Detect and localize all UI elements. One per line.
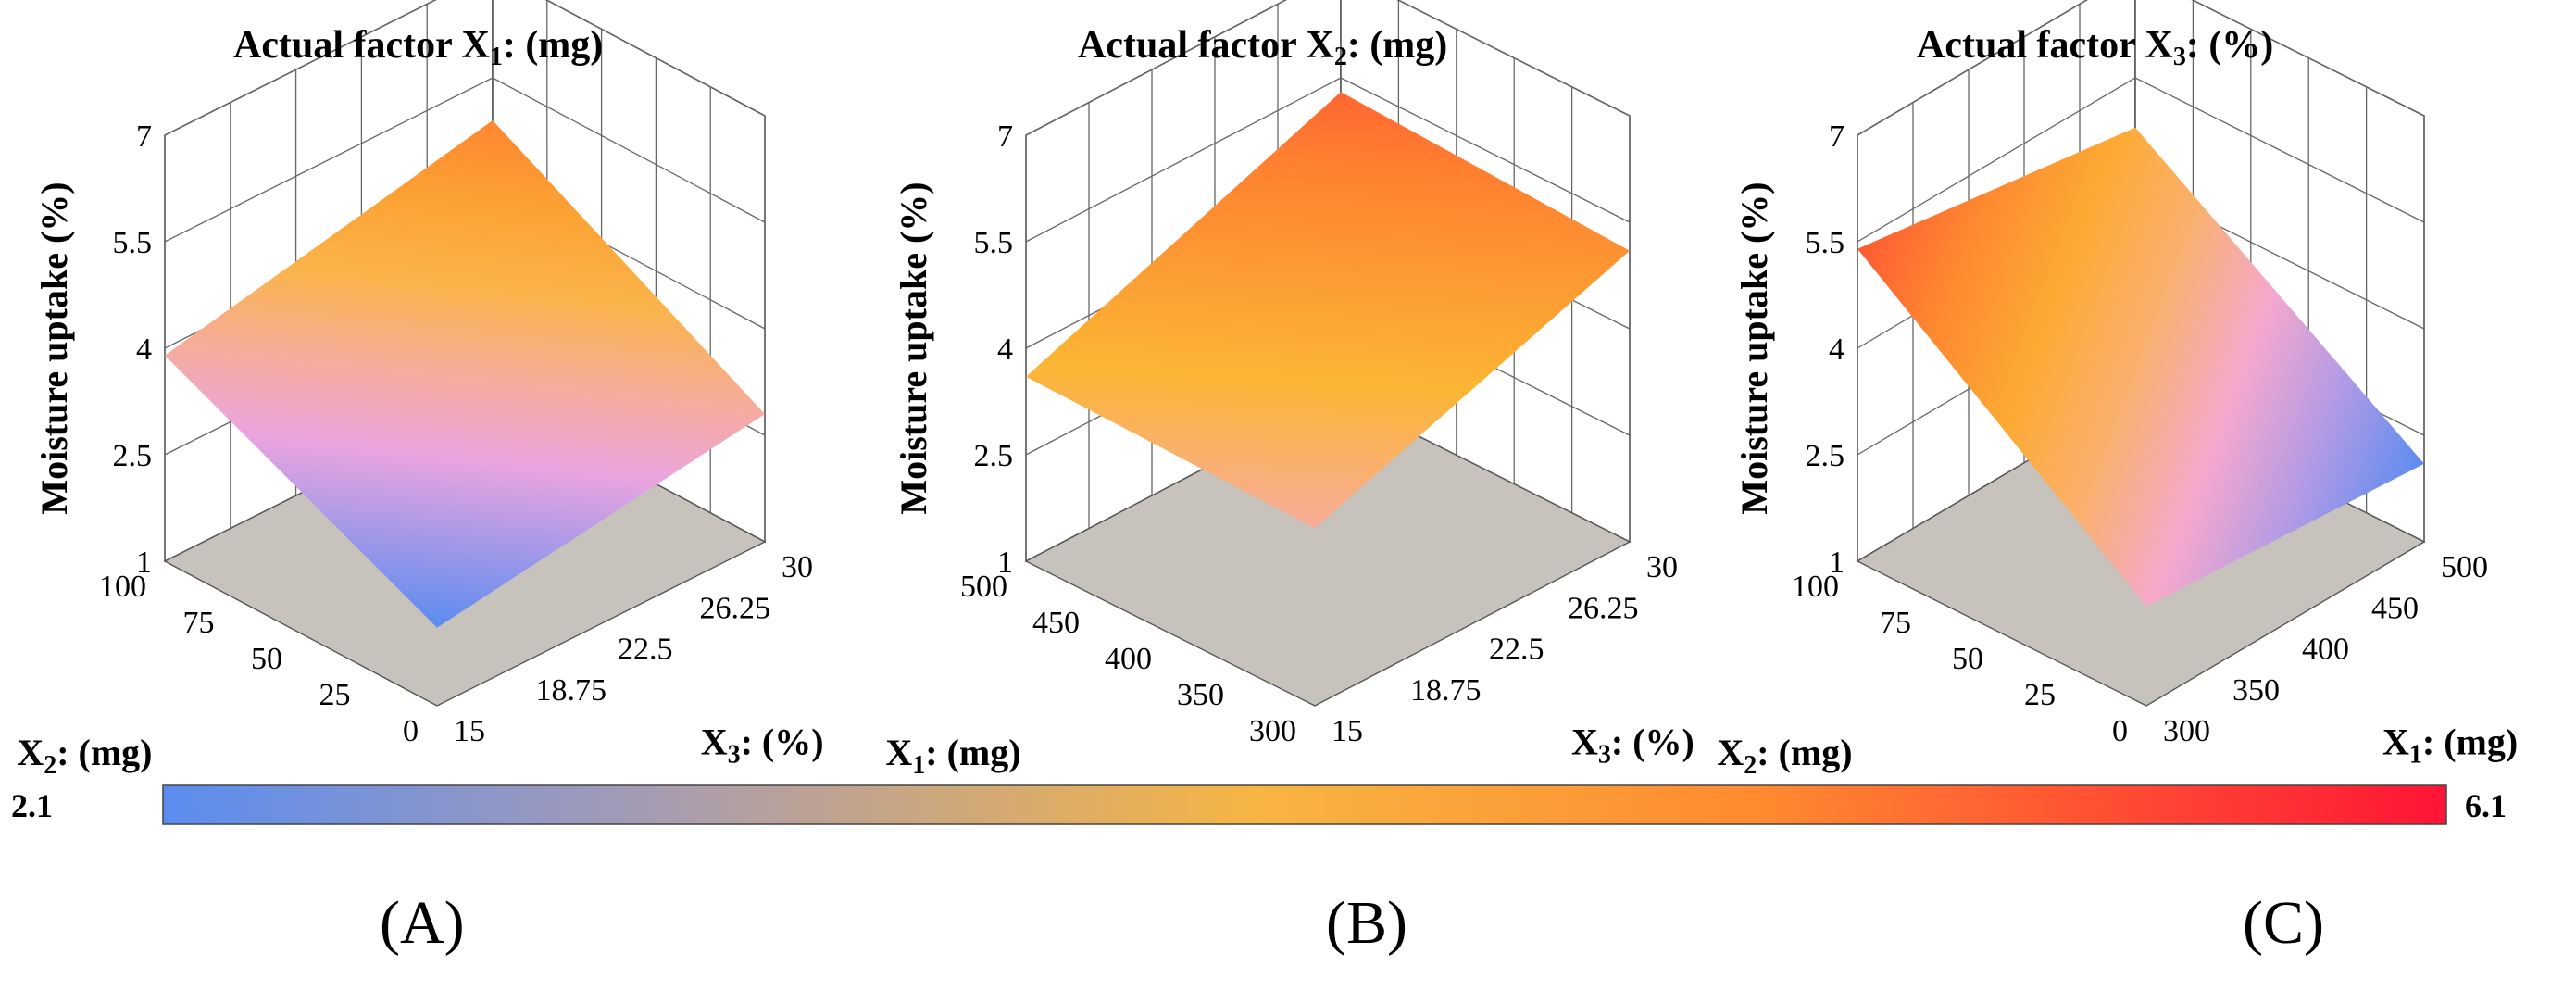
z-axis-label: Moisture uptake (%)	[1733, 182, 1775, 514]
z-tick-label: 2.5	[1806, 439, 1845, 473]
z-tick-label: 5.5	[974, 226, 1014, 260]
right-axis-tick-label: 26.25	[1568, 591, 1639, 625]
z-tick-label: 4	[136, 332, 152, 367]
z-gridline	[1025, 0, 1631, 136]
z-tick-label: 5.5	[113, 226, 153, 260]
left-axis-tick-label: 50	[251, 642, 282, 676]
z-tick-label: 2.5	[974, 439, 1014, 473]
left-axis-tick-label: 75	[183, 606, 215, 640]
panel-label: (A)	[380, 889, 465, 957]
panel-label: (C)	[2243, 889, 2324, 957]
left-axis-tick-label: 350	[1177, 678, 1224, 712]
left-axis-tick-label: 25	[2024, 678, 2056, 712]
right-axis-tick-label: 300	[2163, 714, 2210, 748]
z-gridline	[1857, 0, 2425, 136]
z-tick-label: 7	[997, 119, 1013, 154]
colorbar-gradient	[162, 784, 2447, 825]
right-axis-tick-label: 15	[454, 714, 485, 748]
left-axis-tick-label: 300	[1249, 714, 1296, 748]
right-axis-tick-label: 400	[2302, 633, 2349, 667]
right-axis-label: X3: (%)	[1571, 721, 1694, 770]
response-surface	[1857, 127, 2424, 607]
title-suffix: : (mg)	[1347, 24, 1447, 67]
right-axis-tick-label: 15	[1332, 714, 1363, 748]
right-axis-tick-label: 18.75	[536, 673, 607, 708]
right-axis-tick-label: 500	[2441, 550, 2488, 584]
panel-title: Actual factor X1: (mg)	[233, 24, 603, 71]
z-axis-label: Moisture uptake (%)	[893, 182, 934, 514]
right-axis-label: X1: (mg)	[2382, 721, 2518, 770]
left-axis-label: X2: (mg)	[1717, 732, 1852, 780]
z-gridline	[164, 0, 766, 136]
left-axis-tick-label: 400	[1105, 642, 1152, 676]
left-axis-tick-label: 450	[1032, 606, 1080, 640]
title-suffix: : (%)	[2186, 24, 2273, 67]
left-axis-tick-label: 0	[403, 714, 419, 748]
z-tick-label: 1	[1829, 546, 1844, 580]
z-gridline	[1025, 77, 1631, 243]
left-axis-tick-label: 50	[1952, 642, 1983, 676]
z-tick-label: 4	[997, 332, 1013, 367]
chart-panel-1: Actual factor X1: (mg)12.545.57Moisture …	[17, 0, 824, 957]
z-gridline	[164, 77, 766, 243]
response-surface	[165, 120, 765, 628]
title-text: Actual factor X	[1917, 24, 2173, 67]
right-axis-tick-label: 18.75	[1410, 673, 1482, 708]
chart-panel-3: Actual factor X3: (%) 1 2.5 4 5.5 7 Moisture u…	[1717, 0, 2518, 957]
right-axis-tick-label: 22.5	[1489, 633, 1544, 667]
right-axis-tick-label: 350	[2232, 673, 2280, 708]
response-surface	[1026, 92, 1630, 529]
z-tick-label: 7	[136, 119, 152, 154]
right-axis-tick-label: 26.25	[700, 591, 771, 625]
panel-label: (B)	[1326, 889, 1407, 957]
title-text: Actual factor X	[1078, 24, 1334, 67]
z-tick-label: 4	[1829, 332, 1844, 367]
left-axis-tick-label: 25	[319, 678, 351, 712]
left-axis-label: X1: (mg)	[885, 732, 1020, 780]
left-axis-label: X2: (mg)	[17, 732, 152, 780]
chart-panel-2: Actual factor X2: (mg) 1 2.5 4 5.5 7 Moisture …	[885, 0, 1694, 957]
colorbar: 2.1 6.1	[11, 784, 2507, 825]
left-axis-tick-label: 100	[1792, 570, 1839, 604]
title-subscript: 3	[2173, 43, 2186, 71]
right-axis-tick-label: 22.5	[618, 633, 673, 667]
right-axis-label: X3: (%)	[701, 721, 824, 770]
left-axis-tick-label: 100	[99, 570, 146, 604]
title-subscript: 1	[490, 43, 503, 71]
title-subscript: 2	[1334, 43, 1347, 71]
z-tick-label: 1	[997, 546, 1013, 580]
left-axis-tick-label: 75	[1880, 606, 1911, 640]
colorbar-min-label: 2.1	[11, 787, 53, 824]
z-tick-label: 1	[136, 546, 152, 580]
right-axis-tick-label: 450	[2371, 591, 2419, 625]
z-tick-label: 7	[1829, 119, 1844, 154]
colorbar-max-label: 6.1	[2465, 787, 2507, 824]
right-axis-tick-label: 30	[1646, 550, 1678, 584]
z-tick-label: 2.5	[113, 439, 153, 473]
right-axis-tick-label: 30	[782, 550, 813, 584]
z-axis-label: Moisture uptake (%)	[33, 182, 75, 514]
panel-title: Actual factor X3: (%)	[1917, 24, 2273, 71]
panel-title: Actual factor X2: (mg)	[1078, 24, 1447, 71]
title-suffix: : (mg)	[503, 24, 603, 67]
left-axis-tick-label: 0	[2112, 714, 2128, 748]
title-text: Actual factor X	[233, 24, 490, 67]
left-axis-tick-label: 500	[960, 570, 1007, 604]
z-gridline	[1857, 77, 2425, 243]
z-tick-label: 5.5	[1806, 226, 1845, 260]
